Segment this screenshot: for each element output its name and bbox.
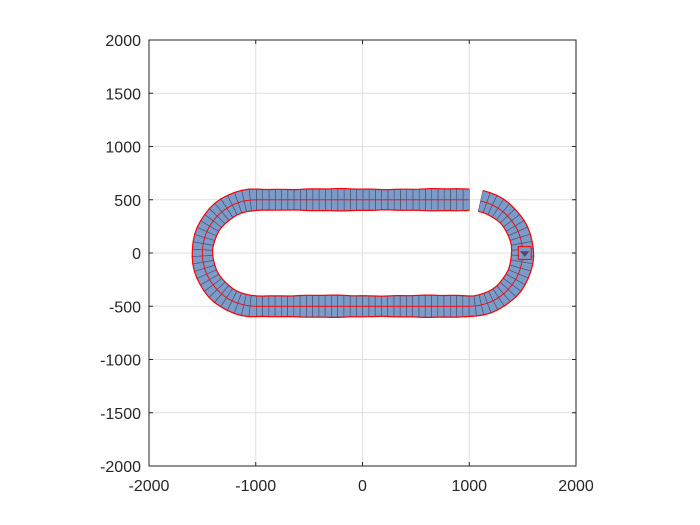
- track-outer-edge: [191, 187, 535, 318]
- y-tick-label: 0: [132, 246, 141, 263]
- x-tick-label: -2000: [129, 478, 170, 495]
- y-tick-labels: -2000 -1500 -1000 -500 0 500 1000 1500 2000: [100, 33, 141, 476]
- y-tick-label: -1000: [100, 353, 141, 370]
- y-tick-label: 1500: [105, 86, 141, 103]
- y-tick-label: 500: [114, 193, 141, 210]
- y-tick-label: -2000: [100, 459, 141, 476]
- track-end-marker-arrow: [520, 251, 530, 257]
- track-centerline: [201, 199, 524, 307]
- y-tick-label: -1500: [100, 406, 141, 423]
- x-tick-label: 1000: [451, 478, 487, 495]
- x-tick-labels: -2000 -1000 0 1000 2000: [129, 478, 594, 495]
- y-tick-label: 1000: [105, 140, 141, 157]
- x-tick-label: 2000: [558, 478, 594, 495]
- y-tick-label: 2000: [105, 33, 141, 50]
- track-inner-edge: [211, 209, 513, 297]
- x-tick-label: 0: [358, 478, 367, 495]
- x-tick-label: -1000: [235, 478, 276, 495]
- y-tick-label: -500: [109, 299, 141, 316]
- axis-ticks: [148, 39, 577, 467]
- track-plot: [191, 187, 535, 318]
